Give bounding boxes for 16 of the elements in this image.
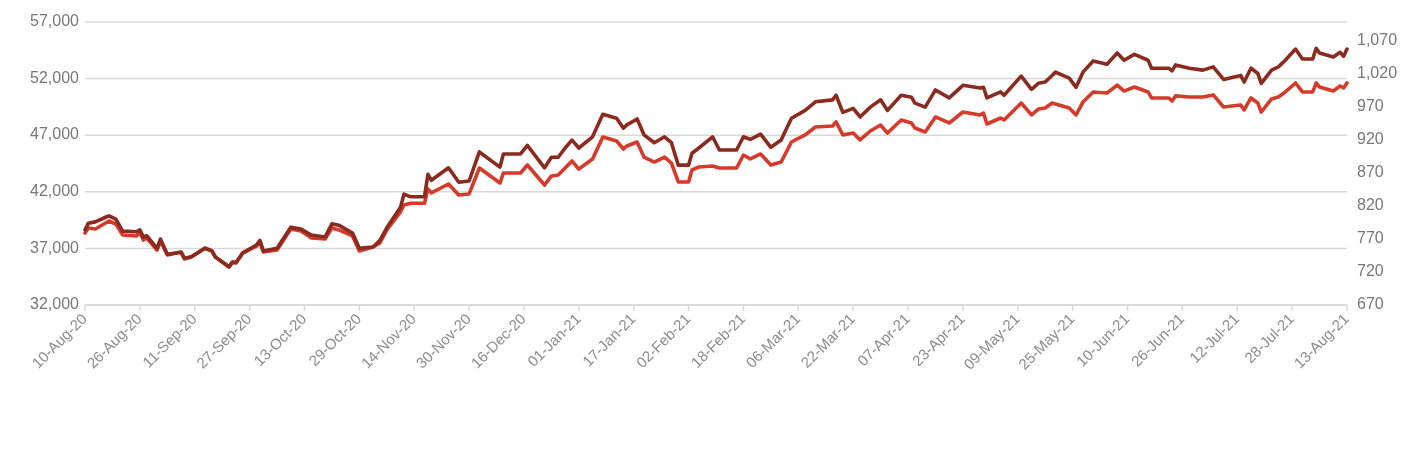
y2-tick-label: 1,020 bbox=[1357, 64, 1398, 82]
y-tick-label: 52,000 bbox=[30, 68, 80, 86]
y-tick-label: 37,000 bbox=[30, 238, 80, 256]
y2-tick-label: 970 bbox=[1357, 97, 1384, 115]
line-series bbox=[83, 46, 1349, 269]
y-tick-label: 42,000 bbox=[30, 182, 80, 200]
y2-tick-label: 670 bbox=[1357, 295, 1384, 313]
y2-tick-label: 720 bbox=[1357, 262, 1384, 280]
y-tick-label: 57,000 bbox=[30, 12, 80, 30]
y2-tick-label: 770 bbox=[1357, 229, 1384, 247]
y2-tick-label: 870 bbox=[1357, 163, 1384, 181]
y2-tick-label: 1,070 bbox=[1357, 31, 1398, 49]
y2-tick-label: 920 bbox=[1357, 130, 1384, 148]
y-tick-label: 32,000 bbox=[30, 295, 80, 313]
y-tick-label: 47,000 bbox=[30, 125, 80, 143]
y2-tick-label: 820 bbox=[1357, 196, 1384, 214]
